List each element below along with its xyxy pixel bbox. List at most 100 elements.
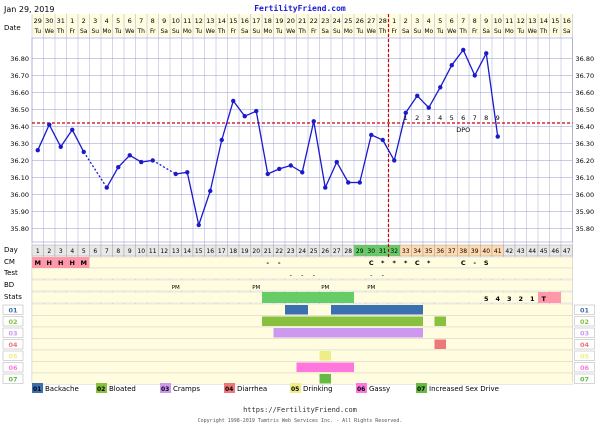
temp-segment	[359, 134, 372, 183]
symptom-code-box-right	[574, 339, 595, 350]
weekday-label: Mo	[424, 28, 433, 35]
test-value: -	[290, 271, 293, 279]
legend-name: Drinking	[303, 385, 333, 393]
legend-swatch	[224, 383, 235, 393]
temp-segment	[48, 124, 62, 148]
weekday-label: Su	[172, 28, 180, 35]
date-label: 11	[183, 17, 191, 25]
temp-point	[58, 144, 63, 149]
day-number: 42	[505, 248, 513, 255]
temp-point	[139, 159, 144, 165]
stats-value: 3	[507, 295, 512, 303]
day-row-label: Day	[4, 246, 18, 254]
temp-segment	[129, 154, 142, 163]
cm-value: H	[70, 259, 75, 267]
bd-value: PM	[252, 285, 260, 291]
weekday-label: Fr	[70, 28, 76, 35]
weekday-label: Mo	[344, 28, 353, 35]
day-number: 19	[241, 248, 249, 255]
temp-point	[461, 47, 466, 53]
symptom-code-box-right	[574, 304, 595, 315]
footer-url[interactable]: https://FertilityFriend.com	[243, 406, 357, 414]
date-label: 11	[505, 17, 513, 25]
footer-copyright: Copyright 1998-2019 Tamtris Web Services…	[198, 418, 403, 424]
day-number: 41	[494, 248, 502, 255]
weekday-label: Sa	[241, 28, 249, 35]
day-number: 45	[540, 248, 548, 255]
date-label: 27	[367, 17, 375, 25]
symptom-code-left: 06	[8, 364, 18, 372]
day-number: 35	[425, 248, 433, 255]
cm-value: C	[415, 259, 420, 267]
y-tick-left: 36.30	[10, 140, 29, 148]
symptom-code-box	[2, 327, 24, 338]
temp-point	[323, 185, 328, 190]
temp-segment	[485, 53, 499, 137]
symptom-code-right: 02	[580, 318, 589, 326]
weekday-label: Th	[378, 28, 387, 35]
symptom-code-box	[2, 373, 24, 384]
temp-point	[300, 170, 305, 175]
temp-point	[116, 165, 121, 170]
day-number: 22	[275, 248, 283, 255]
day-number: 21	[264, 248, 272, 255]
y-tick-right: 36.40	[576, 123, 595, 131]
legend-swatch	[290, 383, 301, 393]
temp-point	[392, 158, 397, 163]
temp-point	[484, 51, 489, 56]
dpo-number: 3	[427, 114, 431, 122]
stats-highlight	[538, 292, 550, 303]
legend-swatch	[32, 383, 43, 393]
weekday-label: Fr	[553, 28, 559, 35]
temp-segment	[117, 154, 131, 168]
legend-code: 07	[417, 386, 425, 393]
weekday-label: Su	[333, 28, 341, 35]
temp-point	[150, 158, 155, 163]
date-label: 12	[195, 17, 203, 25]
temp-point	[357, 180, 362, 185]
weekday-label: Sa	[563, 28, 571, 35]
date-label: 19	[275, 17, 283, 25]
symptom-row-background	[31, 338, 573, 351]
date-label: 14	[218, 17, 226, 25]
legend-name: Diarrhea	[237, 385, 267, 393]
date-label: 9	[162, 17, 166, 25]
symptom-code-box-right	[574, 362, 595, 373]
info-row-background	[31, 267, 573, 280]
date-label: 15	[551, 17, 559, 25]
cm-highlight	[32, 257, 44, 268]
day-number: 1	[36, 248, 40, 255]
temp-point	[415, 93, 420, 99]
stats-highlight	[549, 292, 561, 303]
date-label: 3	[415, 17, 419, 25]
cm-value: -	[278, 259, 281, 267]
weekday-label: Su	[494, 28, 502, 35]
day-number: 20	[252, 248, 260, 255]
dpo-number: 1	[404, 114, 408, 122]
weekday-label: Th	[298, 28, 307, 35]
weekday-label: Th	[459, 28, 468, 35]
test-value: -	[313, 271, 316, 279]
temp-segment	[37, 124, 50, 151]
weekday-label: Th	[56, 28, 65, 35]
weekday-label: We	[367, 28, 377, 35]
weekday-label: We	[528, 28, 538, 35]
date-label: 10	[494, 17, 502, 25]
temp-segment	[255, 110, 269, 175]
legend-code: 06	[357, 386, 365, 393]
date-label: 30	[45, 17, 53, 25]
bd-value: PM	[172, 285, 180, 291]
temp-segment	[382, 139, 395, 161]
cm-value: C	[369, 259, 374, 267]
symptom-code-right: 04	[580, 341, 590, 349]
cm-value: -	[266, 259, 269, 267]
info-row-background	[31, 256, 573, 269]
dpo-number: 2	[415, 114, 419, 122]
site-title[interactable]: FertilityFriend.com	[254, 3, 346, 13]
temp-segment	[71, 129, 85, 153]
temp-point	[185, 170, 190, 175]
temp-point	[196, 222, 201, 228]
weekday-label: Su	[413, 28, 421, 35]
temp-point	[346, 180, 351, 185]
cm-highlight	[78, 257, 90, 268]
